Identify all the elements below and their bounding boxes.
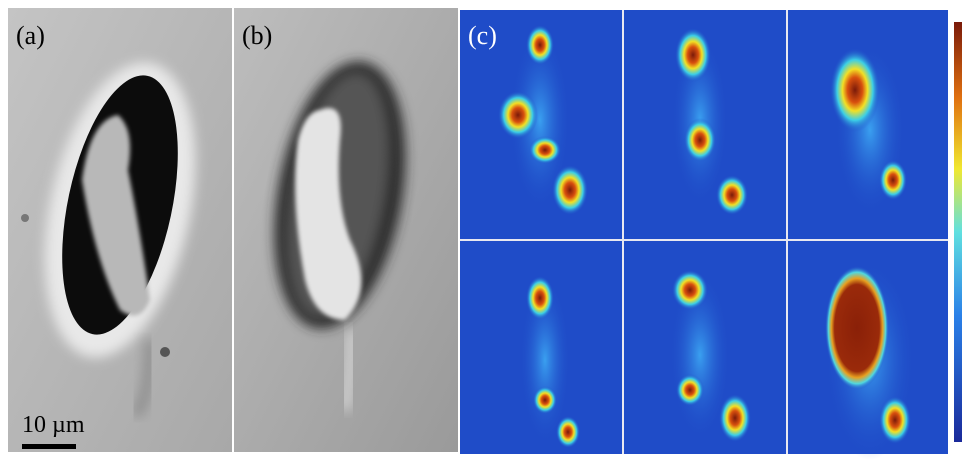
scale-bar xyxy=(22,444,76,449)
panel-label: (c) xyxy=(468,21,497,50)
panel-c: (c) xyxy=(460,10,962,460)
panel-a: (a) 10 µm xyxy=(8,8,232,452)
panel-label: (a) xyxy=(16,21,45,50)
panel-b: (b) xyxy=(234,8,458,452)
scale-bar-label: 10 µm xyxy=(22,412,85,438)
page: (a) 10 µm (b) xyxy=(0,0,962,460)
figure: (a) 10 µm (b) xyxy=(0,0,962,460)
colorbar xyxy=(954,22,962,442)
panel-label: (b) xyxy=(242,21,272,50)
